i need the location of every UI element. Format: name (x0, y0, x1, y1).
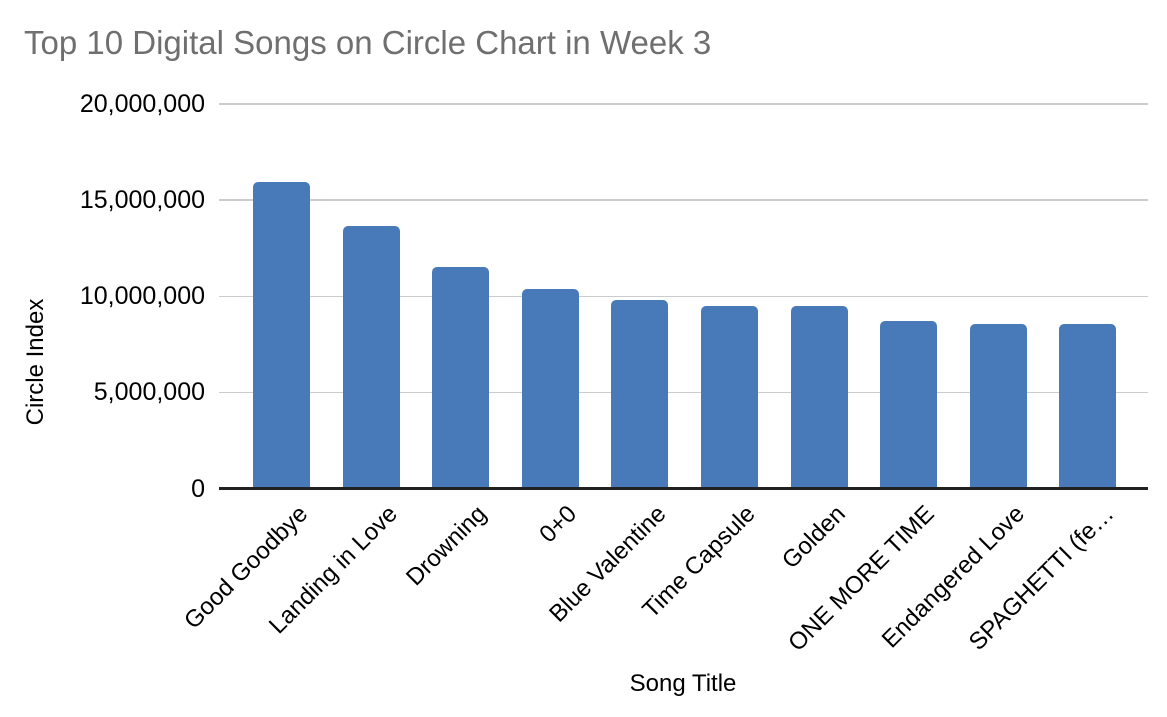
bar-endangered-love (969, 323, 1027, 489)
x-axis-line (219, 487, 1148, 490)
gridline (219, 199, 1148, 201)
bar-good-goodbye (253, 181, 310, 489)
gridline (219, 295, 1148, 297)
bar-spaghetti-fe (1059, 323, 1117, 489)
x-tick-label: Drowning (401, 500, 493, 592)
y-axis-title: Circle Index (22, 298, 49, 426)
x-axis-title: Song Title (629, 670, 737, 697)
bar-landing-in-love (342, 226, 400, 489)
gridline (219, 103, 1148, 105)
bar-time-capsule (701, 306, 758, 489)
y-tick-label: 15,000,000 (79, 186, 205, 215)
bar-golden (790, 305, 848, 489)
x-tick-label: 0+0 (533, 500, 582, 549)
chart-title: Top 10 Digital Songs on Circle Chart in … (24, 24, 712, 61)
y-tick-label: 5,000,000 (93, 378, 205, 407)
gridline (219, 391, 1148, 394)
y-tick-label: 20,000,000 (79, 90, 205, 118)
bar-drowning (432, 267, 490, 489)
bar-blue-valentine (611, 300, 669, 489)
bar-one-more-time (880, 320, 938, 489)
bar-0-0 (521, 289, 579, 489)
x-tick-label: Golden (776, 500, 851, 575)
y-tick-label: 10,000,000 (79, 282, 205, 311)
y-tick-label: 0 (191, 474, 205, 503)
